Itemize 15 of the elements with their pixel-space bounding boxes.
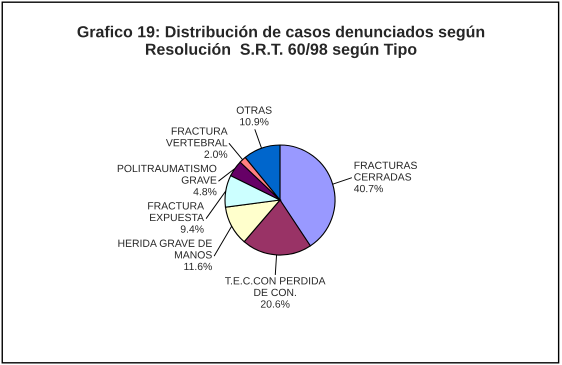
data-label: 4.8% — [193, 188, 216, 196]
chart-title: Grafico 19: Distribución de casos denunciados según Resolución S.R.T. 60/98 según Tipo — [78, 26, 484, 58]
slice-label: HERIDA GRAVE DE MANOS — [118, 240, 212, 259]
slice-label: OTRAS — [236, 106, 272, 114]
slice-label: FRACTURA EXPUESTA — [148, 202, 204, 222]
data-label: 11.6% — [184, 262, 212, 270]
data-label: 9.4% — [180, 225, 204, 233]
data-label: 40.7% — [354, 184, 383, 192]
data-label: 10.9% — [240, 118, 269, 126]
slice-label: FRACTURAS CERRADAS — [354, 162, 417, 181]
slice-label: FRACTURA VERTEBRAL — [166, 127, 228, 146]
slice-label: POLITRAUMATISMO GRAVE — [118, 164, 216, 184]
data-label: 20.6% — [260, 300, 290, 308]
slice-label: T.E.C.CON PERDIDA DE CON. — [225, 277, 326, 296]
data-label: 2.0% — [204, 150, 228, 158]
